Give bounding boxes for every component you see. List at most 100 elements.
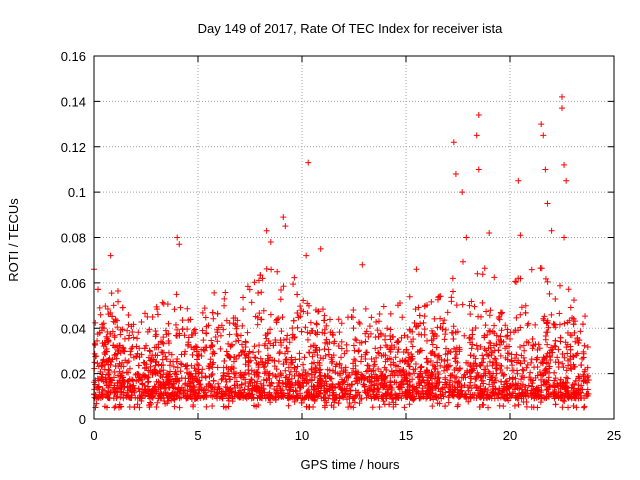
roti-point — [403, 369, 410, 376]
roti-point — [179, 317, 186, 324]
roti-point — [322, 352, 329, 359]
roti-point — [245, 357, 252, 364]
roti-point — [291, 364, 298, 371]
roti-point — [387, 361, 394, 368]
roti-point — [291, 394, 298, 401]
roti-point — [117, 388, 124, 395]
roti-point — [453, 373, 460, 380]
roti-point — [396, 383, 403, 390]
roti-point — [325, 395, 332, 402]
roti-point — [483, 308, 490, 315]
roti-point — [421, 313, 428, 320]
roti-point — [445, 399, 452, 406]
roti-point — [436, 400, 443, 407]
roti-point — [581, 368, 588, 375]
roti-point — [442, 345, 449, 352]
roti-point — [250, 349, 257, 356]
roti-point — [272, 373, 279, 380]
roti-point — [131, 404, 138, 411]
roti-point — [231, 393, 238, 400]
roti-point — [124, 327, 131, 334]
roti-point — [305, 159, 312, 166]
roti-point — [572, 338, 579, 345]
roti-point — [127, 351, 134, 358]
roti-point — [100, 320, 107, 327]
roti-point — [513, 351, 520, 358]
roti-point — [528, 387, 535, 394]
roti-point — [539, 359, 546, 366]
roti-point — [171, 403, 178, 410]
roti-point — [293, 368, 300, 375]
roti-point — [228, 363, 235, 370]
roti-point — [470, 353, 477, 360]
roti-point — [469, 331, 476, 338]
roti-point — [464, 369, 471, 376]
roti-point — [515, 177, 522, 184]
roti-point — [442, 403, 449, 410]
roti-point — [346, 399, 353, 406]
roti-point — [408, 351, 415, 358]
roti-point — [291, 333, 298, 340]
roti-point — [516, 385, 523, 392]
roti-point — [451, 345, 458, 352]
roti-point — [428, 350, 435, 357]
roti-point — [188, 344, 195, 351]
roti-point — [478, 313, 485, 320]
roti-point — [102, 303, 109, 310]
roti-point — [209, 342, 216, 349]
roti-point — [117, 349, 124, 356]
roti-point — [266, 375, 273, 382]
roti-point — [584, 374, 591, 381]
roti-point — [369, 404, 376, 411]
roti-point — [528, 359, 535, 366]
roti-point — [144, 313, 151, 320]
roti-point — [488, 352, 495, 359]
y-axis-label: ROTI / TECUs — [6, 198, 21, 282]
roti-point — [195, 390, 202, 397]
roti-point — [240, 374, 247, 381]
roti-point — [159, 299, 166, 306]
roti-point — [187, 388, 194, 395]
roti-point — [257, 272, 264, 279]
x-tick-label: 15 — [399, 428, 413, 443]
roti-point — [464, 384, 471, 391]
roti-point — [351, 399, 358, 406]
roti-point — [455, 379, 462, 386]
roti-point — [126, 383, 133, 390]
roti-point — [260, 364, 267, 371]
roti-point — [134, 335, 141, 342]
roti-point — [91, 350, 98, 357]
roti-point — [567, 304, 574, 311]
roti-point — [290, 317, 297, 324]
roti-point — [151, 366, 158, 373]
roti-point — [292, 381, 299, 388]
roti-point — [256, 389, 263, 396]
roti-point — [308, 371, 315, 378]
roti-point — [579, 355, 586, 362]
roti-point — [345, 404, 352, 411]
roti-point — [111, 334, 118, 341]
roti-point — [581, 403, 588, 410]
roti-point — [410, 386, 417, 393]
roti-point — [98, 391, 105, 398]
roti-point — [331, 399, 338, 406]
roti-point — [255, 348, 262, 355]
roti-point — [501, 392, 508, 399]
roti-point — [242, 344, 249, 351]
roti-point — [390, 403, 397, 410]
roti-point — [493, 359, 500, 366]
roti-point — [556, 310, 563, 317]
roti-point — [248, 299, 255, 306]
roti-point — [437, 362, 444, 369]
roti-point — [525, 382, 532, 389]
roti-point — [158, 362, 165, 369]
roti-point — [515, 275, 522, 282]
roti-point — [114, 288, 121, 295]
x-tick-label: 10 — [295, 428, 309, 443]
roti-point — [435, 371, 442, 378]
y-tick-label: 0.14 — [61, 94, 86, 109]
roti-point — [551, 369, 558, 376]
roti-point — [214, 310, 221, 317]
roti-point — [96, 304, 103, 311]
roti-point — [208, 342, 215, 349]
